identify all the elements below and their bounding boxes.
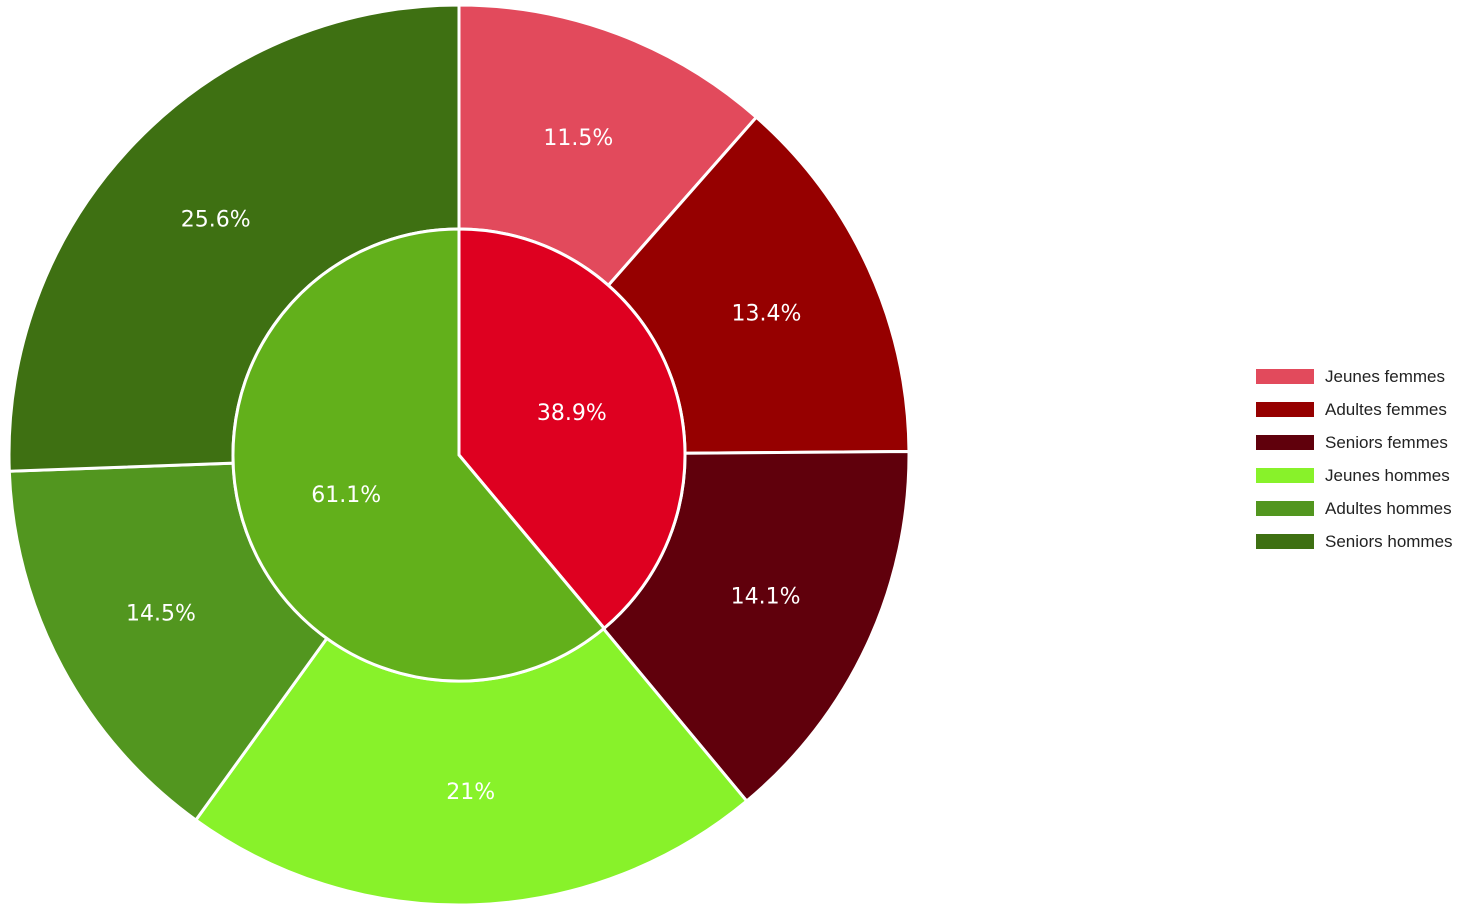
inner-slice-1[interactable]: [457, 227, 687, 631]
data-label: 14.1%: [731, 584, 801, 609]
data-label: 13.4%: [732, 302, 802, 327]
legend-item-jeunes-hommes[interactable]: Jeunes hommes: [1256, 459, 1453, 492]
legend-label: Jeunes hommes: [1325, 465, 1450, 485]
legend-swatch: [1256, 468, 1314, 483]
legend-label: Seniors femmes: [1325, 432, 1448, 452]
legend-swatch: [1256, 501, 1314, 516]
data-labels: 11.5% 13.4% 14.1% 21% 14.5% 25.6% 38.9% 61.1%: [126, 126, 801, 805]
data-label: 38.9%: [537, 401, 607, 426]
chart-legend: Jeunes femmes Adultes femmes Seniors fem…: [1256, 360, 1453, 558]
data-label: 21%: [446, 780, 495, 805]
legend-label: Jeunes femmes: [1325, 366, 1445, 386]
legend-item-adultes-hommes[interactable]: Adultes hommes: [1256, 492, 1453, 525]
inner-ring: [231, 227, 687, 683]
inner-slice-2[interactable]: [231, 227, 607, 683]
outer-ring: [7, 3, 911, 904]
data-label: 61.1%: [311, 483, 381, 508]
legend-swatch: [1256, 369, 1314, 384]
legend-label: Adultes femmes: [1325, 399, 1447, 419]
data-label: 11.5%: [543, 126, 613, 151]
data-label: 25.6%: [181, 207, 251, 232]
legend-item-seniors-hommes[interactable]: Seniors hommes: [1256, 525, 1453, 558]
legend-item-jeunes-femmes[interactable]: Jeunes femmes: [1256, 360, 1453, 393]
legend-label: Adultes hommes: [1325, 498, 1452, 518]
legend-item-seniors-femmes[interactable]: Seniors femmes: [1256, 426, 1453, 459]
legend-swatch: [1256, 435, 1314, 450]
legend-item-adultes-femmes[interactable]: Adultes femmes: [1256, 393, 1453, 426]
legend-swatch: [1256, 534, 1314, 549]
data-label: 14.5%: [126, 601, 196, 626]
legend-label: Seniors hommes: [1325, 531, 1453, 551]
donut-chart: 11.5% 13.4% 14.1% 21% 14.5% 25.6% 38.9% 61.1%: [7, 3, 911, 904]
legend-swatch: [1256, 402, 1314, 417]
